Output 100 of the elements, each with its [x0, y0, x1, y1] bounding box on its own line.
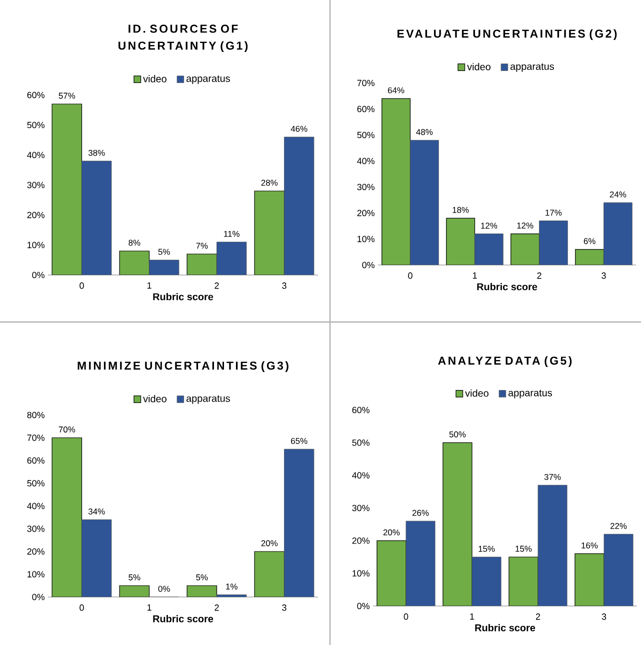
chart-title: ANALYZE DATA (G5)	[438, 356, 572, 367]
bar	[82, 519, 112, 597]
y-tick-label: 20%	[27, 548, 44, 555]
bar	[52, 104, 82, 275]
bar	[474, 234, 504, 265]
bar	[446, 218, 476, 265]
y-tick-label: 20%	[357, 210, 374, 216]
x-tick-label: 2	[536, 613, 540, 620]
y-tick-label: 10%	[28, 571, 44, 578]
data-label: 6%	[584, 238, 596, 244]
x-tick-label: 0	[80, 604, 84, 611]
y-tick-label: 20%	[27, 212, 44, 218]
y-tick-label: 50%	[352, 439, 370, 446]
y-tick-label: 0%	[362, 262, 374, 268]
bar	[538, 484, 568, 606]
y-tick-label: 70%	[27, 434, 44, 441]
legend-label: apparatus	[186, 395, 230, 404]
x-tick-label: 1	[147, 282, 152, 289]
x-tick-label: 0	[404, 613, 408, 620]
data-label: 50%	[449, 431, 466, 438]
bar	[284, 448, 314, 597]
bar	[539, 220, 568, 265]
y-tick-label: 0%	[32, 594, 44, 600]
x-tick-label: 0	[408, 272, 412, 279]
data-label: 15%	[478, 546, 495, 552]
y-tick-label: 60%	[27, 92, 44, 98]
x-tick-label: 3	[282, 282, 286, 289]
y-tick-label: 70%	[357, 80, 374, 86]
legend-label: video	[467, 62, 490, 70]
bar	[149, 260, 180, 275]
data-label: 1%	[226, 584, 238, 590]
y-tick-label: 60%	[357, 106, 374, 112]
data-label: 26%	[412, 510, 429, 516]
y-tick-label: 0%	[357, 602, 370, 610]
data-label: 18%	[452, 206, 469, 213]
y-tick-label: 10%	[352, 570, 370, 577]
y-tick-label: 50%	[27, 480, 44, 486]
chart-title: EVALUATE UNCERTAINTIES (G2)	[398, 29, 617, 40]
bar	[508, 556, 538, 606]
bar	[186, 254, 218, 275]
bar	[382, 98, 411, 265]
x-tick-label: 2	[214, 282, 219, 289]
data-label: 7%	[196, 242, 208, 249]
bar	[604, 534, 634, 606]
data-label: 16%	[582, 542, 598, 548]
bar	[410, 140, 439, 265]
y-tick-label: 10%	[28, 242, 44, 248]
data-label: 65%	[291, 438, 308, 444]
x-tick-label: 1	[470, 613, 474, 620]
bar	[187, 586, 217, 597]
y-tick-label: 40%	[352, 472, 370, 479]
bar	[120, 586, 150, 597]
x-tick-label: 1	[472, 272, 477, 279]
bar	[376, 540, 406, 606]
bar	[472, 556, 502, 606]
y-tick-label: 50%	[357, 132, 374, 138]
bar	[442, 442, 472, 606]
x-tick-label: 2	[214, 604, 219, 611]
x-axis-title: Rubric score	[153, 292, 214, 300]
bar	[284, 136, 314, 275]
data-label: 5%	[196, 574, 208, 580]
data-label: 0%	[158, 586, 170, 592]
x-tick-label: 3	[602, 613, 606, 620]
y-tick-label: 30%	[27, 526, 44, 532]
data-label: 12%	[517, 222, 534, 229]
chart-title: MINIMIZE UNCERTAINTIES (G3)	[78, 361, 288, 372]
bar	[254, 551, 285, 597]
data-label: 64%	[388, 87, 404, 94]
y-tick-label: 0%	[32, 272, 44, 278]
data-label: 11%	[224, 230, 240, 237]
bar	[510, 233, 540, 265]
x-axis-title: Rubric score	[153, 614, 214, 622]
data-label: 37%	[544, 474, 561, 480]
data-label: 15%	[516, 546, 532, 552]
legend-label: apparatus	[186, 75, 230, 84]
y-tick-label: 40%	[27, 152, 44, 158]
data-label: 12%	[481, 222, 498, 229]
y-tick-label: 60%	[352, 406, 370, 414]
data-label: 20%	[261, 540, 278, 546]
data-label: 8%	[128, 240, 140, 246]
x-tick-label: 3	[282, 604, 286, 611]
y-tick-label: 80%	[27, 412, 44, 418]
data-label: 17%	[546, 210, 562, 216]
bar	[52, 437, 82, 597]
data-label: 34%	[88, 508, 105, 514]
data-label: 46%	[290, 126, 308, 132]
y-tick-label: 30%	[27, 182, 44, 188]
y-tick-label: 10%	[358, 236, 374, 242]
data-label: 5%	[128, 574, 140, 580]
x-axis-title: Rubric score	[475, 624, 536, 632]
bar	[119, 250, 150, 275]
x-tick-label: 3	[602, 272, 606, 279]
legend-label: video	[143, 394, 166, 402]
data-label: 28%	[261, 180, 278, 186]
legend-label: apparatus	[508, 390, 552, 398]
y-tick-label: 50%	[27, 122, 44, 128]
data-label: 22%	[610, 523, 627, 529]
y-tick-label: 40%	[357, 158, 374, 164]
bar	[254, 190, 285, 275]
bar	[82, 160, 112, 275]
